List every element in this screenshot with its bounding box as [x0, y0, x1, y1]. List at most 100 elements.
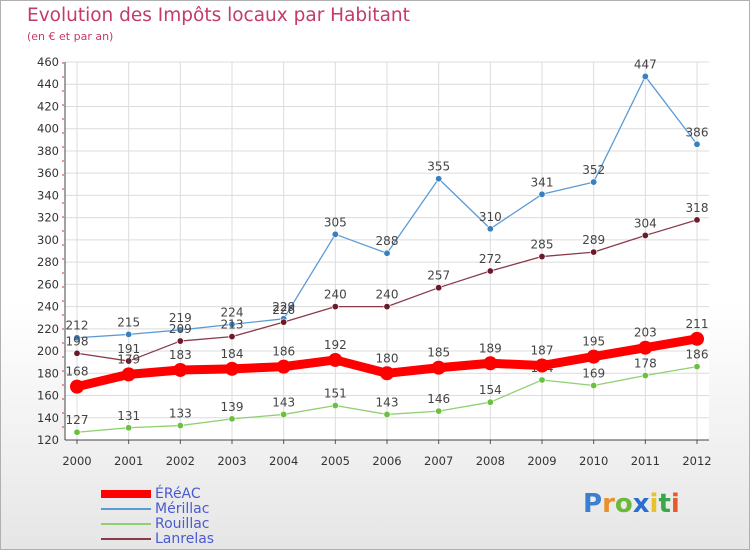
data-point-lanrelas: [176, 337, 184, 345]
data-point-merillac: [693, 140, 701, 148]
data-label-ereac: 179: [117, 352, 140, 366]
data-point-ereac: [225, 361, 239, 376]
data-point-lanrelas: [486, 267, 494, 275]
data-point-ereac: [380, 366, 394, 381]
y-tick-label: 320: [37, 211, 59, 225]
data-label-ereac: 186: [272, 345, 295, 359]
x-tick-label: 2004: [269, 454, 298, 468]
legend-item-rouillac: Rouillac: [101, 516, 261, 532]
data-label-merillac: 386: [686, 125, 709, 139]
data-label-lanrelas: 318: [686, 201, 709, 215]
data-label-ereac: 185: [427, 346, 450, 360]
data-point-rouillac: [590, 382, 598, 390]
data-label-lanrelas: 257: [427, 269, 450, 283]
y-tick-label: 200: [37, 344, 59, 358]
data-point-ereac: [690, 331, 704, 346]
data-label-merillac: 219: [169, 311, 192, 325]
data-point-rouillac: [693, 363, 701, 371]
data-label-merillac: 224: [221, 305, 244, 319]
data-point-merillac: [228, 320, 236, 328]
data-point-ereac: [586, 349, 601, 364]
data-label-ereac: 184: [221, 347, 244, 361]
data-point-ereac: [483, 356, 498, 371]
data-point-rouillac: [331, 402, 339, 410]
data-label-lanrelas: 240: [324, 288, 347, 302]
chart-subtitle: (en € et par an): [27, 30, 114, 43]
logo-letter: i: [649, 489, 659, 519]
y-tick-label: 340: [37, 188, 59, 202]
y-tick-label: 460: [37, 55, 59, 69]
data-label-lanrelas: 209: [169, 322, 192, 336]
data-point-merillac: [383, 249, 391, 257]
data-point-rouillac: [176, 422, 184, 430]
y-tick-label: 280: [37, 255, 59, 269]
data-point-rouillac: [383, 410, 391, 418]
data-point-ereac: [70, 379, 84, 394]
data-point-merillac: [125, 330, 133, 338]
data-point-lanrelas: [590, 248, 598, 256]
x-tick-label: 2006: [372, 454, 401, 468]
legend-item-ereac: ÉRéAC: [101, 486, 261, 502]
data-point-ereac: [276, 359, 291, 374]
data-label-merillac: 288: [376, 234, 399, 248]
legend-swatch-merillac: [101, 508, 151, 510]
data-point-rouillac: [228, 415, 236, 423]
y-tick-label: 160: [37, 389, 59, 403]
data-point-lanrelas: [280, 318, 288, 326]
data-label-ereac: 203: [634, 326, 657, 340]
logo-letter: t: [658, 489, 671, 519]
data-label-ereac: 195: [582, 335, 605, 349]
data-point-merillac: [435, 175, 443, 183]
x-tick-label: 2007: [424, 454, 453, 468]
data-point-lanrelas: [641, 231, 649, 239]
data-point-ereac: [328, 352, 343, 367]
y-tick-label: 260: [37, 277, 59, 291]
data-label-rouillac: 131: [117, 409, 140, 423]
data-label-merillac: 310: [479, 210, 502, 224]
data-point-merillac: [176, 326, 184, 334]
x-tick-label: 2000: [62, 454, 91, 468]
data-label-merillac: 305: [324, 215, 347, 229]
y-tick-label: 440: [37, 77, 59, 91]
data-point-merillac: [641, 72, 649, 80]
data-label-ereac: 183: [169, 348, 192, 362]
data-label-merillac: 355: [427, 160, 450, 174]
y-tick-label: 400: [37, 122, 59, 136]
data-point-lanrelas: [383, 303, 391, 311]
legend-item-lanrelas: Lanrelas: [101, 531, 261, 547]
data-label-merillac: 352: [582, 163, 605, 177]
data-label-rouillac: 178: [634, 357, 657, 371]
data-label-lanrelas: 272: [479, 252, 502, 266]
x-tick-label: 2009: [527, 454, 556, 468]
x-tick-label: 2011: [631, 454, 660, 468]
data-point-lanrelas: [331, 303, 339, 311]
y-tick-label: 380: [37, 144, 59, 158]
data-point-ereac: [535, 358, 549, 373]
data-point-lanrelas: [435, 284, 443, 292]
data-label-rouillac: 154: [479, 383, 502, 397]
data-point-lanrelas: [228, 333, 236, 341]
data-label-lanrelas: 304: [634, 216, 657, 230]
y-tick-label: 240: [37, 300, 59, 314]
y-tick-label: 360: [37, 166, 59, 180]
logo-letter: x: [632, 489, 650, 519]
data-label-rouillac: 146: [427, 392, 450, 406]
data-label-merillac: 341: [531, 175, 554, 189]
data-label-rouillac: 186: [686, 348, 709, 362]
legend-label-lanrelas: Lanrelas: [155, 531, 215, 547]
legend-swatch-ereac: [101, 490, 151, 498]
x-tick-label: 2001: [114, 454, 143, 468]
x-tick-label: 2012: [682, 454, 711, 468]
data-point-merillac: [590, 178, 598, 186]
data-label-ereac: 168: [66, 365, 89, 379]
data-point-lanrelas: [693, 216, 701, 224]
x-tick-label: 2010: [579, 454, 608, 468]
data-point-ereac: [638, 340, 653, 355]
logo-letter: P: [583, 489, 603, 519]
legend-label-merillac: Mérillac: [155, 501, 210, 517]
logo-letter: o: [614, 489, 633, 519]
y-tick-label: 220: [37, 322, 59, 336]
x-tick-label: 2005: [321, 454, 350, 468]
data-point-ereac: [173, 362, 188, 377]
data-label-merillac: 212: [66, 319, 89, 333]
